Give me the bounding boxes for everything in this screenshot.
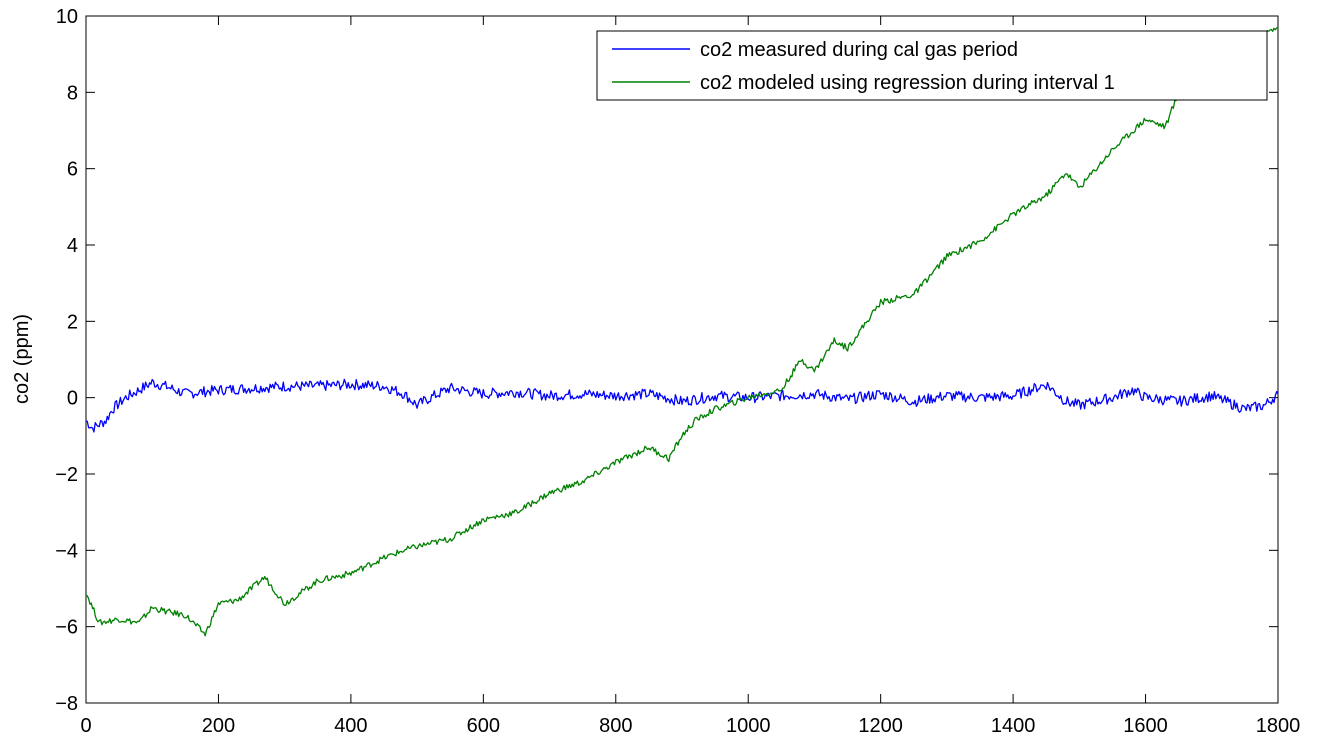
- legend-label-co2-measured: co2 measured during cal gas period: [700, 39, 1018, 61]
- y-tick-label: 2: [67, 311, 78, 333]
- legend-box: [596, 30, 1268, 101]
- y-tick-label: 6: [67, 159, 78, 181]
- x-tick-label: 1600: [1123, 715, 1168, 737]
- x-tick-label: 1000: [726, 715, 771, 737]
- y-tick-label: 0: [67, 388, 78, 410]
- y-tick-label: −4: [55, 540, 78, 562]
- x-axis-ticks: 0 200 400 600 800 1000 1200 1400 1600 1800: [80, 16, 1300, 737]
- x-tick-label: 1800: [1256, 715, 1301, 737]
- x-tick-label: 1400: [991, 715, 1036, 737]
- legend: co2 measured during cal gas period co2 m…: [596, 30, 1268, 101]
- x-tick-label: 800: [599, 715, 632, 737]
- series-line-co2-measured: [85, 378, 1279, 433]
- plot-area: [85, 15, 1279, 704]
- x-tick-label: 400: [334, 715, 367, 737]
- y-axis-ticks: −8 −6 −4 −2 0 2 4 6 8 10: [55, 6, 1278, 715]
- x-tick-label: 600: [467, 715, 500, 737]
- x-tick-label: 200: [202, 715, 235, 737]
- y-tick-label: −2: [55, 464, 78, 486]
- legend-label-co2-modeled: co2 modeled using regression during inte…: [700, 72, 1115, 94]
- y-axis-label: co2 (ppm): [11, 314, 33, 404]
- y-tick-label: 4: [67, 235, 78, 257]
- series-lines: [85, 26, 1279, 637]
- x-tick-label: 1200: [858, 715, 903, 737]
- y-tick-label: 8: [67, 82, 78, 104]
- series-line-co2-modeled: [85, 26, 1279, 637]
- y-tick-label: −8: [55, 693, 78, 715]
- y-tick-label: 10: [56, 6, 78, 28]
- y-tick-label: −6: [55, 617, 78, 639]
- x-tick-label: 0: [80, 715, 91, 737]
